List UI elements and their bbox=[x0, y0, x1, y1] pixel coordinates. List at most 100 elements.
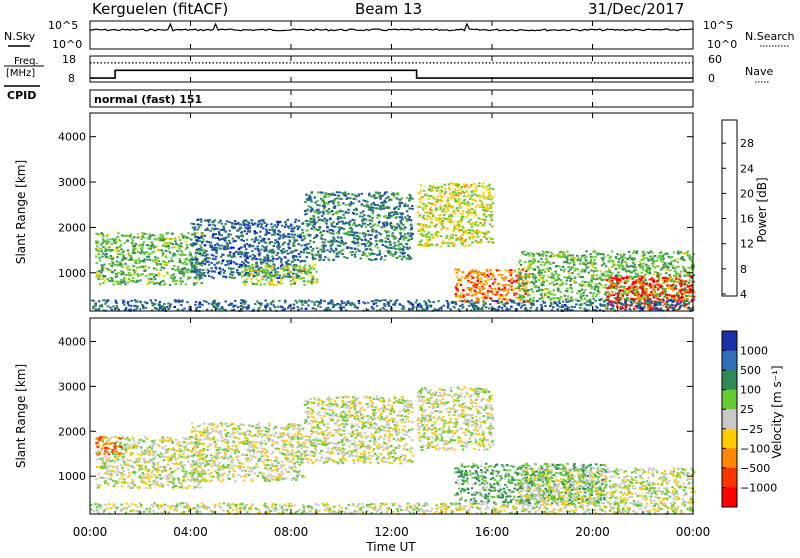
power-cells-cell bbox=[574, 270, 576, 272]
power-cells-cell bbox=[490, 291, 492, 293]
power-cells-cell bbox=[327, 241, 329, 243]
power-cells-cell bbox=[389, 198, 391, 200]
power-cells-cell bbox=[577, 300, 579, 302]
power-cells-cell bbox=[201, 273, 203, 275]
power-cells-cell bbox=[339, 229, 341, 231]
power-cells-cell bbox=[225, 231, 227, 233]
power-cells-cell bbox=[489, 204, 491, 206]
power-cells-cell bbox=[584, 289, 586, 291]
power-cells-cell bbox=[461, 216, 463, 218]
power-cells-cell bbox=[258, 250, 260, 252]
power-cells-cell bbox=[540, 272, 542, 274]
power-cells-cell bbox=[352, 241, 354, 243]
power-cells-cell bbox=[97, 247, 99, 249]
power-cells-cell bbox=[621, 298, 623, 300]
power-cells-cell bbox=[105, 253, 107, 255]
power-cells-cell bbox=[187, 232, 189, 234]
power-cells-cell bbox=[392, 232, 394, 234]
power-cells-cell bbox=[487, 276, 489, 278]
power-cells-cell bbox=[416, 299, 418, 301]
power-cells-cell bbox=[641, 276, 643, 278]
power-cells-cell bbox=[670, 262, 672, 264]
power-cells-cell bbox=[674, 280, 676, 282]
power-cells-cell bbox=[254, 258, 256, 260]
power-cells-cell bbox=[489, 237, 491, 239]
power-cells-cell bbox=[411, 198, 413, 200]
power-cells-cell bbox=[675, 278, 677, 280]
power-cells-cell bbox=[134, 245, 136, 247]
power-cells-cell bbox=[273, 245, 275, 247]
power-cells-cell bbox=[368, 209, 370, 211]
power-cells-cell bbox=[225, 237, 227, 239]
power-cells-cell bbox=[368, 234, 370, 236]
power-cells-cell bbox=[342, 223, 344, 225]
power-cells-cell bbox=[640, 297, 642, 299]
power-cells-cell bbox=[662, 289, 664, 291]
power-cells-cell bbox=[231, 274, 233, 276]
power-cells-cell bbox=[381, 195, 383, 197]
power-cells-cell bbox=[647, 305, 649, 307]
power-cells-cell bbox=[405, 205, 407, 207]
power-cells-cell bbox=[530, 252, 532, 254]
noise-search-label: N.Search bbox=[745, 30, 795, 43]
power-cells-cell bbox=[399, 206, 401, 208]
nave-label: Nave bbox=[745, 65, 773, 78]
power-cells-cell bbox=[223, 275, 225, 277]
power-cells-cell bbox=[681, 256, 683, 258]
power-cells-cell bbox=[466, 294, 468, 296]
power-cells-cell bbox=[504, 269, 506, 271]
power-cells-cell bbox=[346, 257, 348, 259]
power-cells-cell bbox=[382, 307, 384, 309]
power-cells-cell bbox=[173, 246, 175, 248]
power-cells-cell bbox=[98, 278, 100, 280]
power-cells-cell bbox=[434, 187, 436, 189]
power-cells-cell bbox=[628, 287, 630, 289]
power-cells-cell bbox=[461, 304, 463, 306]
power-cells-cell bbox=[178, 236, 180, 238]
power-cells-cell bbox=[96, 250, 98, 252]
power-cells-cell bbox=[487, 290, 489, 292]
power-cells-cell bbox=[590, 274, 592, 276]
power-cells-cell bbox=[596, 307, 598, 309]
power-cells-cell bbox=[622, 290, 624, 292]
power-cells-cell bbox=[154, 261, 156, 263]
power-cells-cell bbox=[435, 219, 437, 221]
power-cells-cell bbox=[294, 283, 296, 285]
power-cells-cell bbox=[634, 286, 636, 288]
power-cells-cell bbox=[374, 236, 376, 238]
power-cells-cell bbox=[158, 263, 160, 265]
power-cells-cell bbox=[680, 285, 682, 287]
power-cells-cell bbox=[379, 300, 381, 302]
power-cells-cell bbox=[565, 283, 567, 285]
power-cells-cell bbox=[368, 245, 370, 247]
power-cells-cell bbox=[379, 192, 381, 194]
power-cells-cell bbox=[280, 280, 282, 282]
power-cells-cell bbox=[544, 271, 546, 273]
power-cells-cell bbox=[389, 241, 391, 243]
power-cells-cell bbox=[98, 234, 100, 236]
power-cells-cell bbox=[247, 272, 249, 274]
power-cells-cell bbox=[373, 230, 375, 232]
power-cells-cell bbox=[305, 213, 307, 215]
power-cells-cell bbox=[443, 214, 445, 216]
power-cells-cell bbox=[120, 273, 122, 275]
power-cells-cell bbox=[465, 276, 467, 278]
power-cells-cell bbox=[576, 255, 578, 257]
power-cells-cell bbox=[167, 245, 169, 247]
power-cells-cell bbox=[217, 237, 219, 239]
power-cells-cell bbox=[190, 239, 192, 241]
power-cells-cell bbox=[427, 195, 429, 197]
power-cells-cell bbox=[119, 246, 121, 248]
power-cells-cell bbox=[536, 290, 538, 292]
power-cells-cell bbox=[690, 259, 692, 261]
power-cells-cell bbox=[464, 240, 466, 242]
power-cells-cell bbox=[152, 281, 154, 283]
power-cells-cell bbox=[212, 224, 214, 226]
power-cells-cell bbox=[403, 238, 405, 240]
power-cells-cell bbox=[137, 237, 139, 239]
power-cells-cell bbox=[357, 307, 359, 309]
power-cells-cell bbox=[576, 292, 578, 294]
power-cells-cell bbox=[608, 287, 610, 289]
power-cells-cell bbox=[652, 293, 654, 295]
power-cells-cell bbox=[346, 247, 348, 249]
